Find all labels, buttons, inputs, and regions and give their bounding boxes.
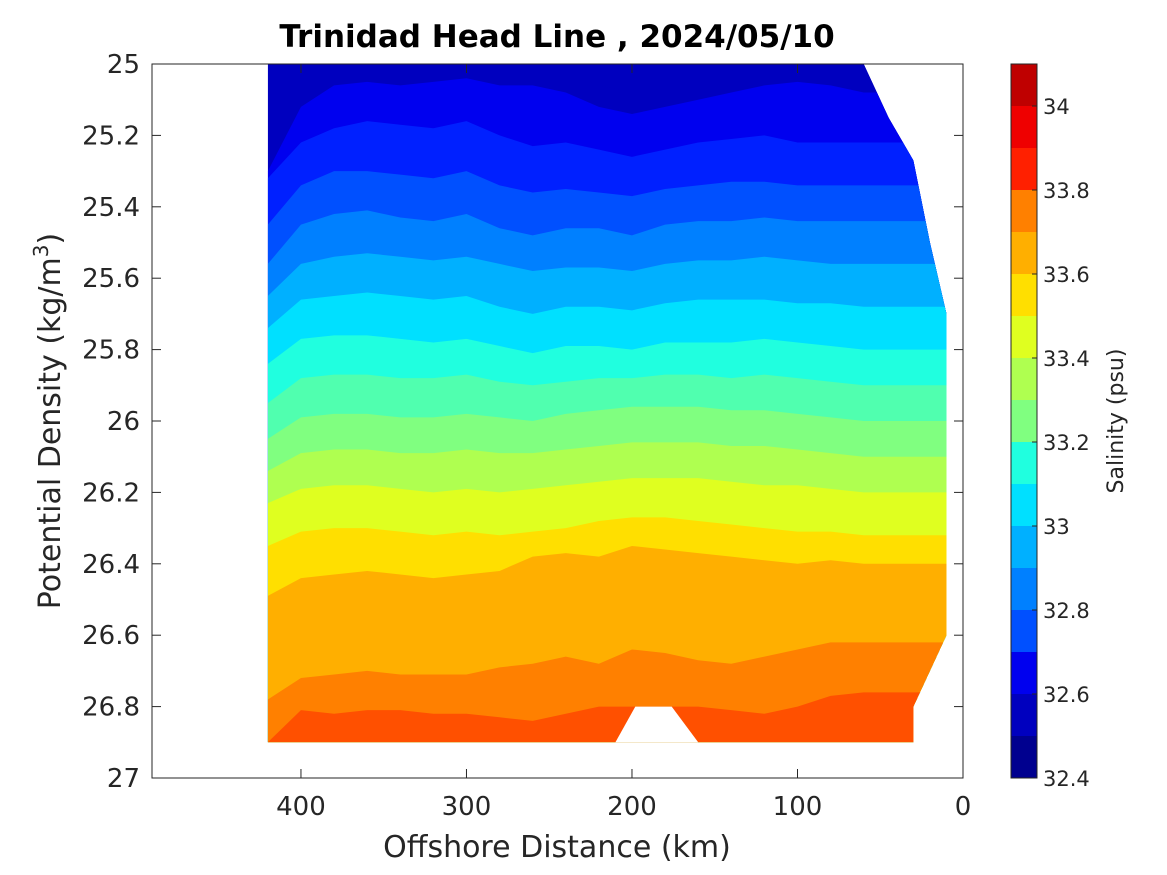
contour-band-34.1: [267, 692, 947, 743]
y-axis-ticks: 25 25.2 25.4 25.6 25.8 26 26.2 26.4 26.6 26.8 27: [82, 50, 963, 794]
colorbar-segment: [1011, 484, 1037, 526]
y-tick-label: 25: [107, 50, 140, 80]
x-tick-label: 300: [442, 792, 492, 822]
x-axis-label: Offshore Distance (km): [383, 830, 731, 865]
colorbar-tick-label: 33.6: [1043, 263, 1090, 287]
x-tick-label: 0: [955, 792, 972, 822]
colorbar-segment: [1011, 400, 1037, 442]
y-axis-label: Potential Density (kg/m3): [29, 233, 68, 609]
colorbar-tick-label: 33: [1043, 515, 1070, 539]
colorbar-segment: [1011, 358, 1037, 400]
colorbar-segment: [1011, 64, 1037, 106]
y-tick-label: 26.8: [82, 693, 140, 723]
colorbar-segment: [1011, 568, 1037, 610]
y-tick-label: 26.2: [82, 478, 140, 508]
colorbar-tick-label: 32.6: [1043, 683, 1090, 707]
colorbar-segment: [1011, 610, 1037, 652]
x-tick-label: 100: [773, 792, 823, 822]
colorbar-tick-label: 32.4: [1043, 767, 1090, 791]
colorbar-segment: [1011, 232, 1037, 274]
no-data-gap: [615, 706, 699, 743]
chart-title: Trinidad Head Line , 2024/05/10: [279, 19, 834, 55]
contour-bands: [267, 64, 947, 743]
colorbar-segment: [1011, 316, 1037, 358]
colorbar-segment: [1011, 274, 1037, 316]
colorbar-label: Salinity (psu): [1104, 349, 1129, 494]
y-axis-label-text: Potential Density (kg/m: [33, 257, 68, 609]
colorbar-segment: [1011, 652, 1037, 694]
colorbar-segment: [1011, 736, 1037, 778]
colorbar-segment: [1011, 694, 1037, 736]
y-tick-label: 25.4: [82, 193, 140, 223]
colorbar-segment: [1011, 106, 1037, 148]
y-axis-label-sup: 3: [29, 244, 53, 257]
colorbar-tick-label: 34: [1043, 95, 1070, 119]
colorbar: 32.4 32.6 32.8 33 33.2 33.4 33.6 33.8 34: [1010, 63, 1090, 791]
colorbar-segment: [1011, 442, 1037, 484]
y-tick-label: 25.6: [82, 264, 140, 294]
y-tick-label: 25.2: [82, 121, 140, 151]
colorbar-segment: [1011, 526, 1037, 568]
y-tick-label: 27: [107, 764, 140, 794]
colorbar-frame: [1010, 63, 1038, 779]
plot-area: [151, 63, 964, 779]
x-tick-label: 400: [276, 792, 326, 822]
colorbar-tick-label: 32.8: [1043, 599, 1090, 623]
y-axis-label-close: ): [33, 233, 68, 245]
x-tick-label: 200: [607, 792, 657, 822]
x-axis-ticks: 400 300 200 100 0: [276, 64, 971, 822]
colorbar-tick-label: 33.8: [1043, 179, 1090, 203]
colorbar-segment: [1011, 190, 1037, 232]
colorbar-segment: [1011, 148, 1037, 190]
y-tick-label: 26.6: [82, 621, 140, 651]
y-tick-label: 25.8: [82, 336, 140, 366]
colorbar-tick-label: 33.4: [1043, 347, 1090, 371]
y-tick-label: 26: [107, 407, 140, 437]
colorbar-tick-label: 33.2: [1043, 431, 1090, 455]
y-tick-label: 26.4: [82, 550, 140, 580]
